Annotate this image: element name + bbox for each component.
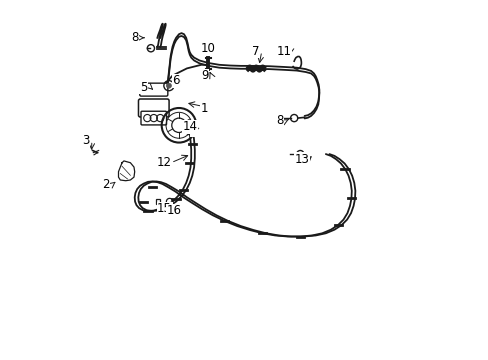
Text: 10: 10 [201, 42, 216, 55]
Text: 6: 6 [172, 75, 180, 87]
Text: 12: 12 [157, 156, 172, 169]
FancyBboxPatch shape [155, 199, 160, 204]
FancyBboxPatch shape [140, 83, 167, 96]
Text: 3: 3 [81, 134, 89, 147]
Circle shape [166, 83, 171, 88]
Text: 13: 13 [294, 153, 309, 166]
Text: 11: 11 [276, 45, 291, 58]
Text: 9: 9 [201, 69, 208, 82]
Text: 16: 16 [166, 204, 182, 217]
Text: 5: 5 [140, 81, 147, 94]
FancyBboxPatch shape [138, 99, 169, 117]
Text: 8: 8 [131, 31, 138, 44]
Text: 4: 4 [190, 123, 198, 136]
Text: 14: 14 [182, 120, 197, 133]
Text: 7: 7 [251, 45, 259, 58]
FancyBboxPatch shape [141, 111, 166, 125]
Text: 8: 8 [276, 114, 283, 127]
Text: 15: 15 [157, 202, 172, 215]
Text: 2: 2 [102, 178, 109, 191]
Text: 1: 1 [200, 102, 207, 114]
